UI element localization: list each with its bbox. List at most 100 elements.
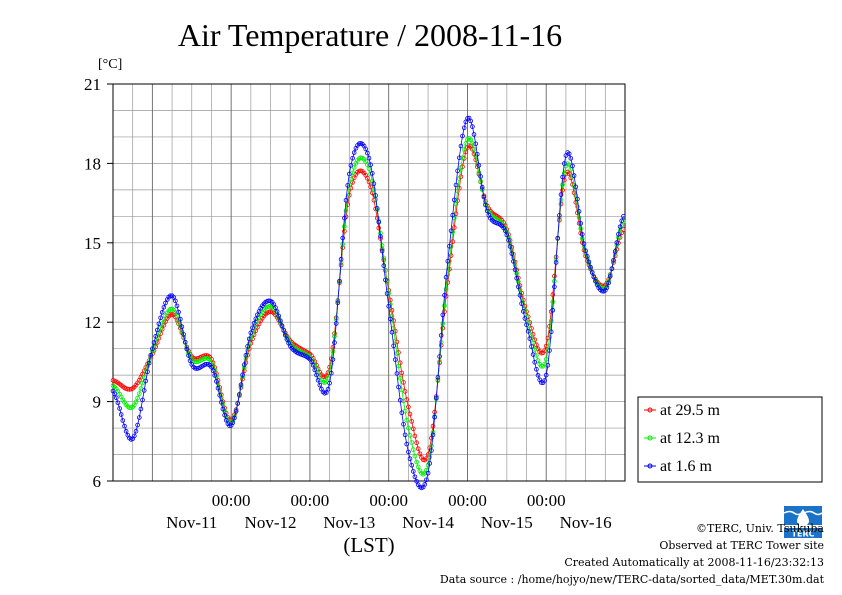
series-1	[110, 136, 626, 477]
data-point	[383, 267, 388, 273]
data-point	[278, 318, 283, 324]
data-point	[173, 298, 178, 304]
data-point	[394, 371, 400, 376]
data-point	[343, 208, 349, 214]
data-point	[468, 137, 474, 143]
data-point	[458, 165, 464, 170]
data-point	[330, 348, 336, 354]
data-point	[371, 187, 377, 192]
data-point	[514, 271, 519, 276]
data-point	[550, 307, 556, 313]
y-tick-label: 21	[84, 75, 101, 94]
data-point	[412, 474, 418, 480]
x-date-label: Nov-12	[245, 513, 297, 532]
data-point	[504, 232, 510, 238]
data-point	[115, 400, 121, 406]
data-point	[397, 375, 403, 381]
data-point	[415, 464, 421, 470]
data-point	[174, 313, 180, 319]
data-point	[575, 196, 580, 202]
data-point	[146, 360, 152, 366]
data-point	[609, 266, 615, 272]
data-point	[576, 215, 582, 221]
data-point	[156, 321, 162, 327]
data-point	[396, 384, 401, 390]
data-point	[202, 356, 208, 361]
data-point	[137, 415, 142, 420]
data-point	[619, 218, 624, 224]
legend-box	[637, 396, 823, 483]
data-point	[484, 208, 490, 214]
data-point	[369, 171, 375, 176]
data-point	[566, 171, 572, 176]
data-point	[250, 325, 255, 331]
data-point	[404, 417, 410, 423]
series-line	[112, 145, 624, 461]
data-point	[561, 161, 567, 166]
data-point	[410, 447, 416, 452]
data-point	[378, 234, 383, 239]
data-point	[588, 264, 593, 270]
data-point	[558, 192, 564, 197]
data-point	[220, 406, 226, 412]
series-2	[110, 115, 626, 491]
data-point	[529, 344, 534, 349]
y-axis-unit: [°C]	[98, 57, 122, 72]
data-point	[328, 370, 334, 376]
data-point	[468, 118, 474, 124]
data-point	[240, 372, 245, 378]
x-time-label: 00:00	[527, 491, 566, 510]
data-point	[173, 310, 178, 315]
data-point	[530, 340, 536, 346]
credit-observed: Observed at TERC Tower site	[659, 539, 824, 552]
data-point	[407, 432, 413, 438]
data-point	[276, 313, 282, 319]
data-point	[328, 361, 334, 366]
data-point	[614, 240, 620, 245]
legend-swatch-marker	[647, 463, 653, 469]
data-point	[578, 226, 583, 232]
data-point	[560, 174, 565, 180]
data-point	[535, 372, 541, 378]
data-point	[432, 414, 437, 420]
data-point	[440, 321, 446, 326]
data-point	[232, 415, 237, 421]
x-time-label: 00:00	[448, 491, 487, 510]
data-point	[174, 303, 180, 309]
data-point	[181, 332, 186, 337]
data-point	[233, 409, 239, 414]
data-point	[384, 291, 390, 296]
data-point	[133, 428, 139, 434]
data-point	[463, 119, 469, 125]
data-point	[245, 344, 250, 349]
data-point	[223, 417, 229, 423]
data-point	[366, 155, 372, 161]
data-point	[348, 163, 354, 168]
data-point	[227, 423, 232, 429]
data-point	[534, 366, 539, 372]
data-point	[401, 380, 406, 385]
data-point	[455, 168, 460, 174]
data-point	[138, 406, 144, 412]
data-point	[212, 373, 218, 378]
data-point	[593, 278, 598, 284]
legend: at 29.5 m at 12.3 m at 1.6 m	[637, 396, 823, 483]
data-point	[474, 152, 480, 157]
data-point	[389, 307, 395, 313]
data-point	[433, 395, 439, 401]
data-point	[530, 352, 536, 357]
data-point	[442, 292, 447, 298]
data-point	[346, 171, 352, 177]
credit-created: Created Automatically at 2008-11-16/23:3…	[564, 556, 824, 569]
data-point	[409, 419, 415, 424]
data-point	[437, 354, 442, 359]
data-point	[443, 274, 449, 280]
data-point	[135, 422, 140, 428]
data-point	[356, 168, 362, 174]
data-point	[591, 274, 597, 280]
data-point	[440, 312, 446, 318]
data-point	[473, 141, 479, 147]
data-point	[163, 300, 168, 306]
data-point	[381, 255, 387, 261]
data-point	[527, 336, 533, 341]
